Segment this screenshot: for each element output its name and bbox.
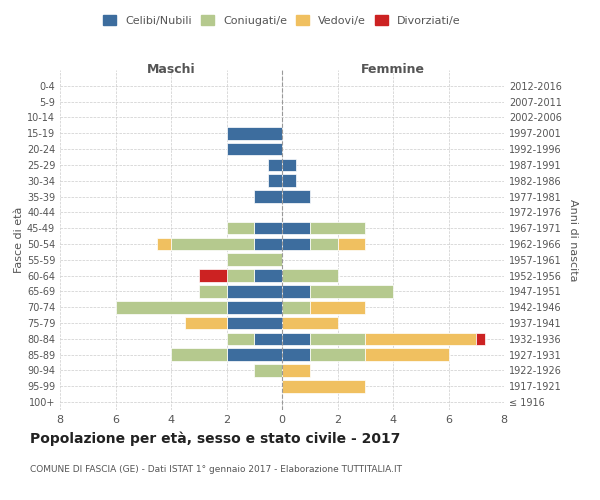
Bar <box>268 158 282 171</box>
Bar <box>310 348 365 361</box>
Bar <box>227 222 254 234</box>
Bar <box>282 316 337 330</box>
Bar <box>310 332 365 345</box>
Bar <box>254 238 282 250</box>
Bar <box>282 301 310 314</box>
Bar <box>310 285 393 298</box>
Bar <box>365 332 476 345</box>
Bar <box>365 348 449 361</box>
Y-axis label: Anni di nascita: Anni di nascita <box>568 198 578 281</box>
Bar <box>254 190 282 203</box>
Bar <box>282 332 310 345</box>
Bar <box>227 142 282 156</box>
Bar <box>282 238 310 250</box>
Bar <box>227 285 282 298</box>
Bar <box>227 316 282 330</box>
Bar <box>199 285 227 298</box>
Text: Femmine: Femmine <box>361 64 425 76</box>
Bar <box>227 348 282 361</box>
Bar <box>282 222 310 234</box>
Bar <box>227 270 254 282</box>
Bar <box>310 301 365 314</box>
Bar <box>227 127 282 140</box>
Text: COMUNE DI FASCIA (GE) - Dati ISTAT 1° gennaio 2017 - Elaborazione TUTTITALIA.IT: COMUNE DI FASCIA (GE) - Dati ISTAT 1° ge… <box>30 466 402 474</box>
Bar <box>282 174 296 187</box>
Bar <box>227 254 282 266</box>
Bar <box>282 364 310 377</box>
Bar <box>282 380 365 392</box>
Bar <box>337 238 365 250</box>
Bar <box>282 270 337 282</box>
Legend: Celibi/Nubili, Coniugati/e, Vedovi/e, Divorziati/e: Celibi/Nubili, Coniugati/e, Vedovi/e, Di… <box>99 10 465 30</box>
Bar <box>115 301 227 314</box>
Bar <box>185 316 227 330</box>
Bar <box>199 270 227 282</box>
Bar <box>254 364 282 377</box>
Bar <box>310 238 337 250</box>
Bar <box>282 158 296 171</box>
Bar <box>227 332 254 345</box>
Bar <box>268 174 282 187</box>
Bar <box>254 332 282 345</box>
Bar <box>227 301 282 314</box>
Text: Maschi: Maschi <box>146 64 196 76</box>
Bar <box>282 285 310 298</box>
Bar <box>254 222 282 234</box>
Bar <box>282 348 310 361</box>
Bar <box>476 332 485 345</box>
Bar <box>157 238 171 250</box>
Bar <box>171 348 227 361</box>
Bar <box>282 190 310 203</box>
Bar <box>171 238 254 250</box>
Bar <box>254 270 282 282</box>
Y-axis label: Fasce di età: Fasce di età <box>14 207 24 273</box>
Bar <box>310 222 365 234</box>
Text: Popolazione per età, sesso e stato civile - 2017: Popolazione per età, sesso e stato civil… <box>30 431 400 446</box>
